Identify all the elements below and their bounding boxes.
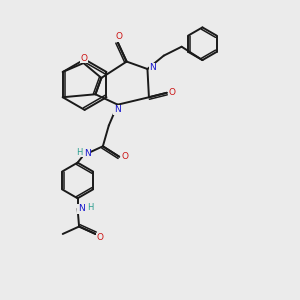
- Text: N: N: [84, 149, 91, 158]
- Text: O: O: [115, 32, 122, 41]
- Text: N: N: [78, 204, 85, 213]
- Text: N: N: [149, 63, 156, 72]
- Text: H: H: [76, 148, 82, 157]
- Text: O: O: [169, 88, 176, 97]
- Text: O: O: [96, 233, 103, 242]
- Text: O: O: [121, 152, 128, 161]
- Text: O: O: [81, 53, 88, 62]
- Text: N: N: [114, 105, 121, 114]
- Text: H: H: [87, 203, 93, 212]
